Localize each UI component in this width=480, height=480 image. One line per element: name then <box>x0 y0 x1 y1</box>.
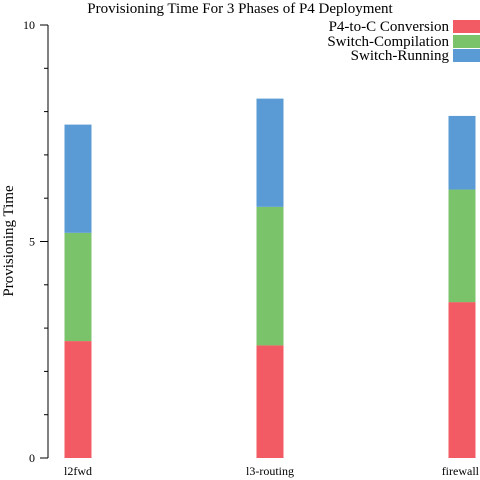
bar-l2fwd-p4-to-c-conversion <box>64 341 92 458</box>
bars <box>64 98 476 458</box>
x-axis: l2fwd l3-routing firewall <box>64 464 480 478</box>
bar-l2fwd-switch-compilation <box>64 232 92 342</box>
legend-swatch <box>453 20 480 33</box>
y-tick-label: 10 <box>23 18 35 32</box>
y-tick-label: 5 <box>29 235 35 249</box>
y-tick-label: 0 <box>29 451 35 465</box>
bar-l2fwd-switch-running <box>64 124 92 233</box>
x-tick-label: l2fwd <box>64 464 92 478</box>
legend: P4-to-C ConversionSwitch-CompilationSwit… <box>327 19 480 64</box>
legend-swatch <box>453 35 480 48</box>
bar-l3-routing-switch-running <box>256 98 284 207</box>
legend-swatch <box>453 49 480 62</box>
legend-label: P4-to-C Conversion <box>329 19 450 35</box>
bar-firewall-switch-running <box>448 115 476 190</box>
bar-l3-routing-switch-compilation <box>256 206 284 346</box>
y-axis-label: Provisioning Time <box>1 185 17 297</box>
chart-title: Provisioning Time For 3 Phases of P4 Dep… <box>87 1 393 17</box>
x-tick-label: firewall <box>442 464 480 478</box>
legend-label: Switch-Compilation <box>327 34 449 50</box>
y-axis: 0 5 10 <box>23 18 49 465</box>
bar-l3-routing-p4-to-c-conversion <box>256 345 284 458</box>
bar-firewall-p4-to-c-conversion <box>448 302 476 458</box>
x-tick-label: l3-routing <box>246 464 294 478</box>
legend-label: Switch-Running <box>351 48 450 64</box>
bar-firewall-switch-compilation <box>448 189 476 303</box>
